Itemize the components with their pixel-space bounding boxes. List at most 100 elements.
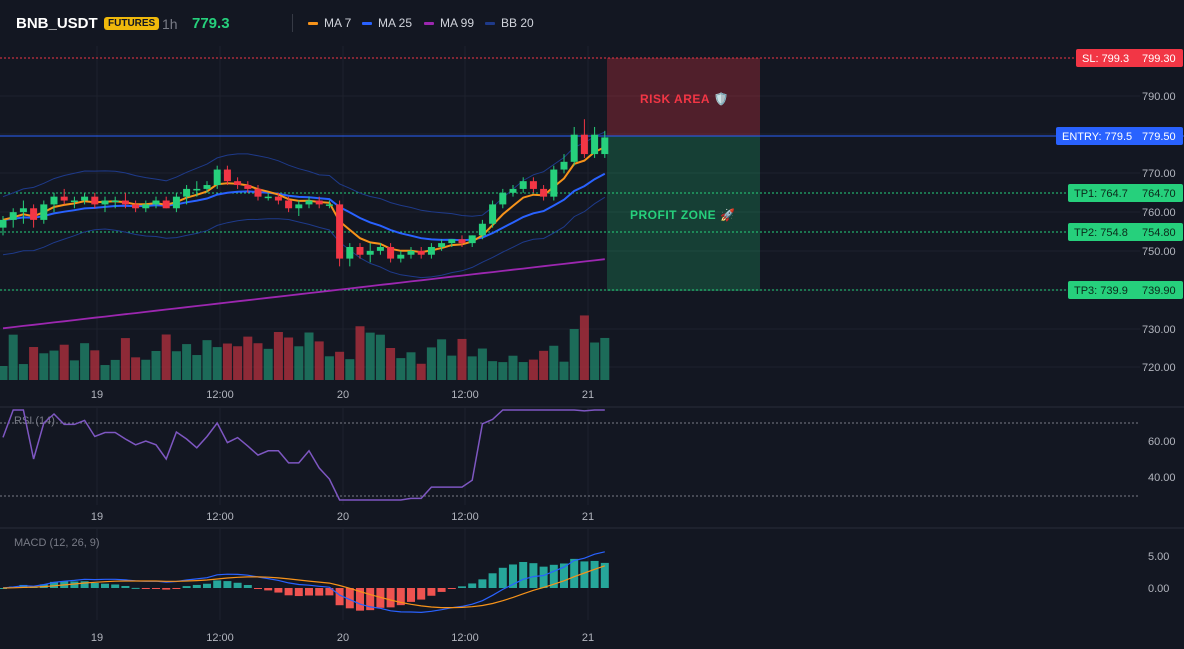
candle-body[interactable]: [264, 196, 272, 199]
legend-ma7[interactable]: MA 7: [308, 16, 351, 30]
candle-body[interactable]: [19, 208, 27, 213]
candle-body[interactable]: [213, 169, 221, 186]
candle-body[interactable]: [30, 208, 38, 220]
timeframe-label[interactable]: 1h: [162, 16, 178, 32]
symbol-label[interactable]: BNB_USDT: [16, 15, 98, 32]
tp1-tag[interactable]: [1068, 184, 1183, 202]
candle-body[interactable]: [295, 204, 303, 209]
candle-body[interactable]: [81, 196, 89, 201]
macd-histogram-bar: [488, 573, 497, 588]
candle-body[interactable]: [489, 204, 497, 224]
candle-body[interactable]: [601, 137, 609, 155]
legend-bb20[interactable]: BB 20: [485, 16, 534, 30]
candle-body[interactable]: [346, 246, 354, 259]
candle-body[interactable]: [315, 200, 323, 205]
candle-body[interactable]: [325, 204, 333, 206]
candle-body[interactable]: [468, 235, 476, 244]
volume-bar: [477, 348, 487, 380]
tp2-tag[interactable]: [1068, 223, 1183, 241]
candle-body[interactable]: [448, 239, 456, 244]
macd-histogram-bar: [284, 588, 293, 596]
candle-body[interactable]: [193, 188, 201, 191]
volume-bar: [131, 357, 141, 380]
volume-bar: [365, 332, 375, 380]
candle-body[interactable]: [142, 204, 150, 209]
macd-histogram-bar: [458, 586, 466, 588]
volume-bar: [335, 351, 345, 380]
candles[interactable]: [0, 119, 609, 267]
candle-body[interactable]: [305, 200, 313, 205]
candle-body[interactable]: [376, 246, 384, 251]
volume-bar: [488, 361, 498, 380]
time-axis-label: 19: [91, 632, 103, 644]
macd-histogram-bar: [80, 581, 89, 588]
candle-body[interactable]: [285, 200, 293, 209]
time-axis-label: 12:00: [206, 389, 234, 401]
candle-body[interactable]: [172, 196, 180, 209]
candle-body[interactable]: [570, 134, 578, 162]
candle-body[interactable]: [50, 196, 58, 205]
candle-body[interactable]: [529, 181, 537, 189]
candle-body[interactable]: [152, 200, 160, 205]
sl-tag-text: SL: 799.3: [1082, 53, 1129, 65]
candle-body[interactable]: [458, 239, 466, 244]
candle-body[interactable]: [0, 219, 7, 228]
sl-tag[interactable]: [1076, 49, 1183, 67]
candle-body[interactable]: [162, 200, 170, 209]
candle-body[interactable]: [111, 200, 119, 203]
macd-histogram-bar: [274, 588, 283, 593]
tp3-tag[interactable]: [1068, 281, 1183, 299]
candle-body[interactable]: [203, 185, 211, 189]
candle-body[interactable]: [40, 204, 48, 220]
legend-ma25[interactable]: MA 25: [362, 16, 412, 30]
candle-body[interactable]: [70, 200, 78, 203]
candle-body[interactable]: [560, 161, 568, 170]
candle-body[interactable]: [336, 204, 344, 259]
candle-body[interactable]: [356, 246, 364, 255]
candle-body[interactable]: [234, 181, 242, 186]
rsi-axis-40: 40.00: [1148, 472, 1176, 484]
candle-body[interactable]: [540, 188, 548, 197]
macd-title: MACD (12, 26, 9): [14, 537, 100, 549]
candle-body[interactable]: [509, 188, 517, 193]
candle-body[interactable]: [132, 204, 140, 209]
candle-body[interactable]: [183, 188, 191, 197]
risk-area-zone[interactable]: [607, 58, 760, 136]
legend-ma99[interactable]: MA 99: [424, 16, 474, 30]
candle-body[interactable]: [254, 188, 262, 197]
time-axis: 19 12:00 20 12:00 21 19 12:00 20 12:00 21 19 12:00 2…: [91, 389, 594, 644]
candle-body[interactable]: [550, 169, 558, 197]
candle-body[interactable]: [9, 212, 17, 220]
candle-body[interactable]: [427, 246, 435, 255]
volume-bar: [110, 359, 120, 380]
time-axis-label: 19: [91, 511, 103, 523]
macd-histogram-bar: [305, 588, 313, 596]
candle-body[interactable]: [387, 246, 395, 259]
candle-body[interactable]: [580, 134, 588, 155]
candle-body[interactable]: [397, 254, 405, 259]
candle-body[interactable]: [366, 250, 374, 255]
candle-body[interactable]: [274, 196, 282, 201]
candle-body[interactable]: [407, 250, 415, 255]
candle-body[interactable]: [121, 200, 129, 205]
candle-body[interactable]: [223, 169, 231, 182]
macd-histogram-bar: [468, 583, 477, 588]
candle-body[interactable]: [438, 243, 446, 247]
volume-bar: [253, 343, 263, 380]
candle-body[interactable]: [91, 196, 99, 205]
macd-histogram-bar: [447, 588, 456, 589]
candle-body[interactable]: [499, 192, 507, 205]
time-axis-label: 12:00: [451, 511, 479, 523]
candle-body[interactable]: [478, 223, 486, 236]
profit-zone[interactable]: [607, 136, 760, 291]
candle-body[interactable]: [244, 185, 252, 189]
volume-bar: [345, 359, 355, 380]
macd-histogram-bar: [570, 558, 579, 588]
entry-tag[interactable]: [1056, 127, 1183, 145]
candle-body[interactable]: [101, 200, 109, 205]
candle-body[interactable]: [60, 196, 68, 201]
candle-body[interactable]: [519, 181, 527, 189]
candle-body[interactable]: [417, 250, 425, 255]
candle-body[interactable]: [591, 134, 599, 155]
